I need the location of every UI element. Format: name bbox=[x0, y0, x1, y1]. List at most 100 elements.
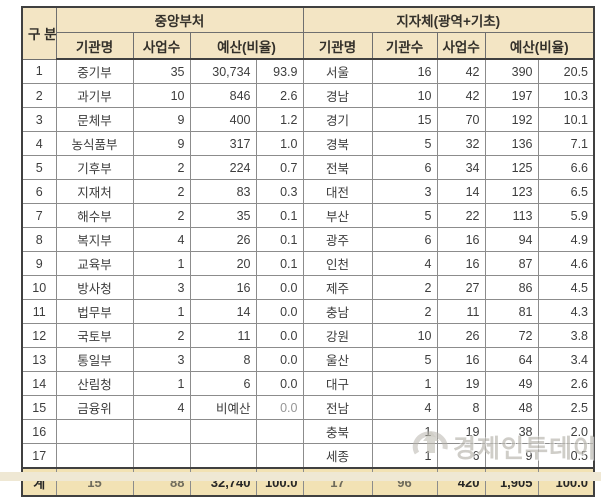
cell-local-org-count: 2 bbox=[371, 275, 438, 300]
cell-central-ratio: 0.0 bbox=[255, 275, 304, 300]
cell-central-budget: 846 bbox=[189, 83, 257, 108]
cell-local-agency: 제주 bbox=[302, 275, 373, 300]
cell-local-ratio: 6.5 bbox=[537, 179, 595, 204]
cell-local-budget: 86 bbox=[484, 275, 539, 300]
cell-central-ratio: 2.6 bbox=[255, 83, 304, 108]
cell-row-number: 15 bbox=[21, 395, 57, 420]
table-row: 13 통일부 3 8 0.0 울산 5 16 64 3.4 bbox=[21, 347, 595, 372]
cell-central-agency: 중기부 bbox=[55, 58, 134, 84]
cell-row-number: 2 bbox=[21, 83, 57, 108]
cell-central-ratio bbox=[255, 419, 304, 444]
cell-local-org-count: 10 bbox=[371, 83, 438, 108]
cell-local-budget: 64 bbox=[484, 347, 539, 372]
cell-local-agency: 전남 bbox=[302, 395, 373, 420]
cell-central-projects: 10 bbox=[132, 83, 191, 108]
cell-local-agency: 충북 bbox=[302, 419, 373, 444]
cell-local-agency: 부산 bbox=[302, 203, 373, 228]
cell-local-budget: 38 bbox=[484, 419, 539, 444]
cell-local-projects: 19 bbox=[436, 371, 486, 396]
cell-local-projects: 6 bbox=[436, 443, 486, 469]
cell-local-projects: 34 bbox=[436, 155, 486, 180]
cell-central-agency: 기후부 bbox=[55, 155, 134, 180]
cell-central-projects bbox=[132, 419, 191, 444]
cell-local-agency: 경북 bbox=[302, 131, 373, 156]
cell-row-number: 7 bbox=[21, 203, 57, 228]
cell-central-ratio: 0.1 bbox=[255, 227, 304, 252]
cell-central-agency: 과기부 bbox=[55, 83, 134, 108]
cell-central-agency: 국토부 bbox=[55, 323, 134, 348]
cell-row-number: 10 bbox=[21, 275, 57, 300]
table-row: 10 방사청 3 16 0.0 제주 2 27 86 4.5 bbox=[21, 275, 595, 300]
cell-central-budget: 400 bbox=[189, 107, 257, 132]
table-row: 3 문체부 9 400 1.2 경기 15 70 192 10.1 bbox=[21, 107, 595, 132]
cell-local-agency: 세종 bbox=[302, 443, 373, 469]
cell-local-projects: 26 bbox=[436, 323, 486, 348]
header-local-org-count: 기관수 bbox=[371, 32, 438, 60]
header-group-central: 중앙부처 bbox=[55, 6, 304, 33]
header-central-projects: 사업수 bbox=[132, 32, 191, 60]
cell-local-org-count: 6 bbox=[371, 227, 438, 252]
cell-row-number: 6 bbox=[21, 179, 57, 204]
table-body: 1 중기부 35 30,734 93.9 서울 16 42 390 20.5 2… bbox=[21, 58, 595, 469]
cell-central-projects: 1 bbox=[132, 371, 191, 396]
cell-local-org-count: 2 bbox=[371, 299, 438, 324]
cell-row-number: 11 bbox=[21, 299, 57, 324]
cell-local-budget: 136 bbox=[484, 131, 539, 156]
cell-local-projects: 32 bbox=[436, 131, 486, 156]
cell-central-budget: 비예산 bbox=[189, 395, 257, 420]
cell-local-org-count: 4 bbox=[371, 395, 438, 420]
cell-local-agency: 대구 bbox=[302, 371, 373, 396]
cell-local-ratio: 4.6 bbox=[537, 251, 595, 276]
cell-central-budget: 224 bbox=[189, 155, 257, 180]
table-row: 7 해수부 2 35 0.1 부산 5 22 113 5.9 bbox=[21, 203, 595, 228]
cell-central-ratio: 0.1 bbox=[255, 251, 304, 276]
cell-central-agency: 산림청 bbox=[55, 371, 134, 396]
cell-central-budget: 30,734 bbox=[189, 58, 257, 84]
table-row: 11 법무부 1 14 0.0 충남 2 11 81 4.3 bbox=[21, 299, 595, 324]
cell-local-agency: 광주 bbox=[302, 227, 373, 252]
cell-central-agency: 금융위 bbox=[55, 395, 134, 420]
cell-local-budget: 81 bbox=[484, 299, 539, 324]
cell-central-agency bbox=[55, 443, 134, 469]
cell-local-budget: 192 bbox=[484, 107, 539, 132]
cell-central-budget: 6 bbox=[189, 371, 257, 396]
cell-central-agency: 복지부 bbox=[55, 227, 134, 252]
page: { "table": { "corner_label": "구 분", "gro… bbox=[0, 6, 601, 497]
cell-central-budget bbox=[189, 419, 257, 444]
cell-local-agency: 울산 bbox=[302, 347, 373, 372]
cell-local-projects: 16 bbox=[436, 251, 486, 276]
cell-central-budget: 317 bbox=[189, 131, 257, 156]
cell-central-ratio bbox=[255, 443, 304, 469]
cell-central-projects: 35 bbox=[132, 58, 191, 84]
cell-local-budget: 49 bbox=[484, 371, 539, 396]
cell-central-ratio: 0.7 bbox=[255, 155, 304, 180]
cell-central-ratio: 93.9 bbox=[255, 58, 304, 84]
cell-local-org-count: 1 bbox=[371, 443, 438, 469]
cell-local-org-count: 1 bbox=[371, 419, 438, 444]
cell-local-org-count: 4 bbox=[371, 251, 438, 276]
cell-local-budget: 9 bbox=[484, 443, 539, 469]
cell-local-budget: 390 bbox=[484, 58, 539, 84]
cell-central-agency: 지재처 bbox=[55, 179, 134, 204]
cell-central-budget bbox=[189, 443, 257, 469]
cell-central-agency: 문체부 bbox=[55, 107, 134, 132]
cell-local-ratio: 10.3 bbox=[537, 83, 595, 108]
cell-local-ratio: 3.4 bbox=[537, 347, 595, 372]
header-local-budget-ratio: 예산(비율) bbox=[484, 32, 595, 60]
cell-central-projects: 3 bbox=[132, 347, 191, 372]
cell-row-number: 3 bbox=[21, 107, 57, 132]
cell-row-number: 16 bbox=[21, 419, 57, 444]
cell-row-number: 13 bbox=[21, 347, 57, 372]
table-row: 12 국토부 2 11 0.0 강원 10 26 72 3.8 bbox=[21, 323, 595, 348]
cell-local-org-count: 10 bbox=[371, 323, 438, 348]
cell-central-ratio: 0.0 bbox=[255, 299, 304, 324]
cell-local-projects: 11 bbox=[436, 299, 486, 324]
cell-local-budget: 48 bbox=[484, 395, 539, 420]
cell-central-agency: 해수부 bbox=[55, 203, 134, 228]
cell-local-ratio: 4.9 bbox=[537, 227, 595, 252]
cell-local-org-count: 15 bbox=[371, 107, 438, 132]
table-row: 2 과기부 10 846 2.6 경남 10 42 197 10.3 bbox=[21, 83, 595, 108]
cell-central-projects bbox=[132, 443, 191, 469]
cell-central-budget: 8 bbox=[189, 347, 257, 372]
cell-local-org-count: 5 bbox=[371, 131, 438, 156]
